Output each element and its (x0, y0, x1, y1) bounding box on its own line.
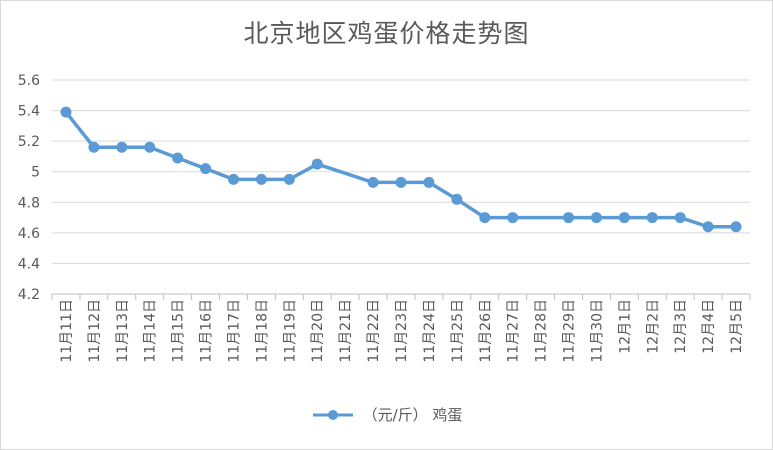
data-point (283, 173, 295, 185)
x-tick-label: 11月29日 (562, 299, 578, 363)
data-point (590, 212, 602, 224)
x-tick-label: 11月15日 (171, 299, 187, 363)
gridlines (52, 79, 750, 264)
x-tick-label: 11月12日 (87, 299, 103, 363)
legend-swatch (312, 409, 353, 420)
x-tick-label: 11月16日 (199, 299, 215, 363)
y-tick-label: 4.8 (18, 195, 40, 211)
x-tick-label: 12月5日 (729, 299, 745, 354)
chart-title: 北京地区鸡蛋价格走势图 (243, 19, 530, 48)
x-tick-label: 11月25日 (450, 299, 466, 363)
data-point (116, 141, 128, 153)
y-tick-label: 5.6 (18, 73, 40, 89)
data-point (451, 193, 463, 205)
x-tick-label: 12月1日 (617, 299, 633, 354)
x-tick-label: 11月27日 (506, 299, 522, 363)
series-lines (64, 111, 737, 229)
x-tick-label: 11月28日 (534, 299, 550, 363)
data-point (60, 106, 72, 118)
x-tick-label: 12月2日 (645, 299, 661, 354)
data-point (367, 176, 379, 188)
x-tick-label: 11月30日 (589, 299, 605, 363)
data-point (563, 212, 575, 224)
y-tick-label: 5.2 (18, 134, 40, 150)
data-point (395, 176, 407, 188)
data-point (646, 212, 658, 224)
x-tick-label: 11月20日 (310, 299, 326, 363)
series-points (60, 106, 742, 233)
x-tick-label: 12月4日 (701, 299, 717, 354)
y-tick-label: 4.6 (18, 226, 40, 242)
x-tick-label: 11月13日 (115, 299, 131, 363)
x-tick-label: 11月21日 (338, 299, 354, 363)
data-point (730, 221, 742, 233)
x-tick-label: 11月18日 (254, 299, 270, 363)
data-point (423, 176, 435, 188)
x-axis-ticks: 11月11日 11月12日 11月13日 11月14日 11月15日 11月16日 11月1… (59, 299, 745, 363)
y-tick-label: 5 (31, 165, 40, 181)
data-point (144, 141, 156, 153)
data-point (227, 173, 239, 185)
data-point (311, 158, 323, 170)
x-tick-label: 11月23日 (394, 299, 410, 363)
data-point (255, 173, 267, 185)
data-point (702, 221, 714, 233)
data-point (200, 163, 212, 175)
data-point (618, 212, 630, 224)
x-tick-label: 12月3日 (673, 299, 689, 354)
x-tick-label: 11月11日 (59, 299, 75, 363)
y-tick-label: 5.4 (18, 104, 40, 120)
x-tick-label: 11月26日 (478, 299, 494, 363)
y-tick-label: 4.4 (18, 256, 40, 272)
data-point (88, 141, 100, 153)
x-tick-label: 11月24日 (422, 299, 438, 363)
data-point (479, 212, 491, 224)
legend: （元/斤） 鸡蛋 (0, 404, 773, 425)
x-axis (51, 293, 751, 300)
data-point (172, 152, 184, 164)
data-point (674, 212, 686, 224)
legend-label: （元/斤） 鸡蛋 (362, 406, 463, 424)
data-point (507, 212, 519, 224)
x-tick-label: 11月14日 (143, 299, 159, 363)
y-axis-ticks: 4.2 4.4 4.6 4.8 5 5.2 5.4 5.6 (18, 73, 40, 303)
x-tick-label: 11月22日 (366, 299, 382, 363)
y-tick-label: 4.2 (18, 287, 40, 303)
x-tick-label: 11月19日 (282, 299, 298, 363)
x-tick-label: 11月17日 (226, 299, 242, 363)
series-line (64, 111, 737, 229)
